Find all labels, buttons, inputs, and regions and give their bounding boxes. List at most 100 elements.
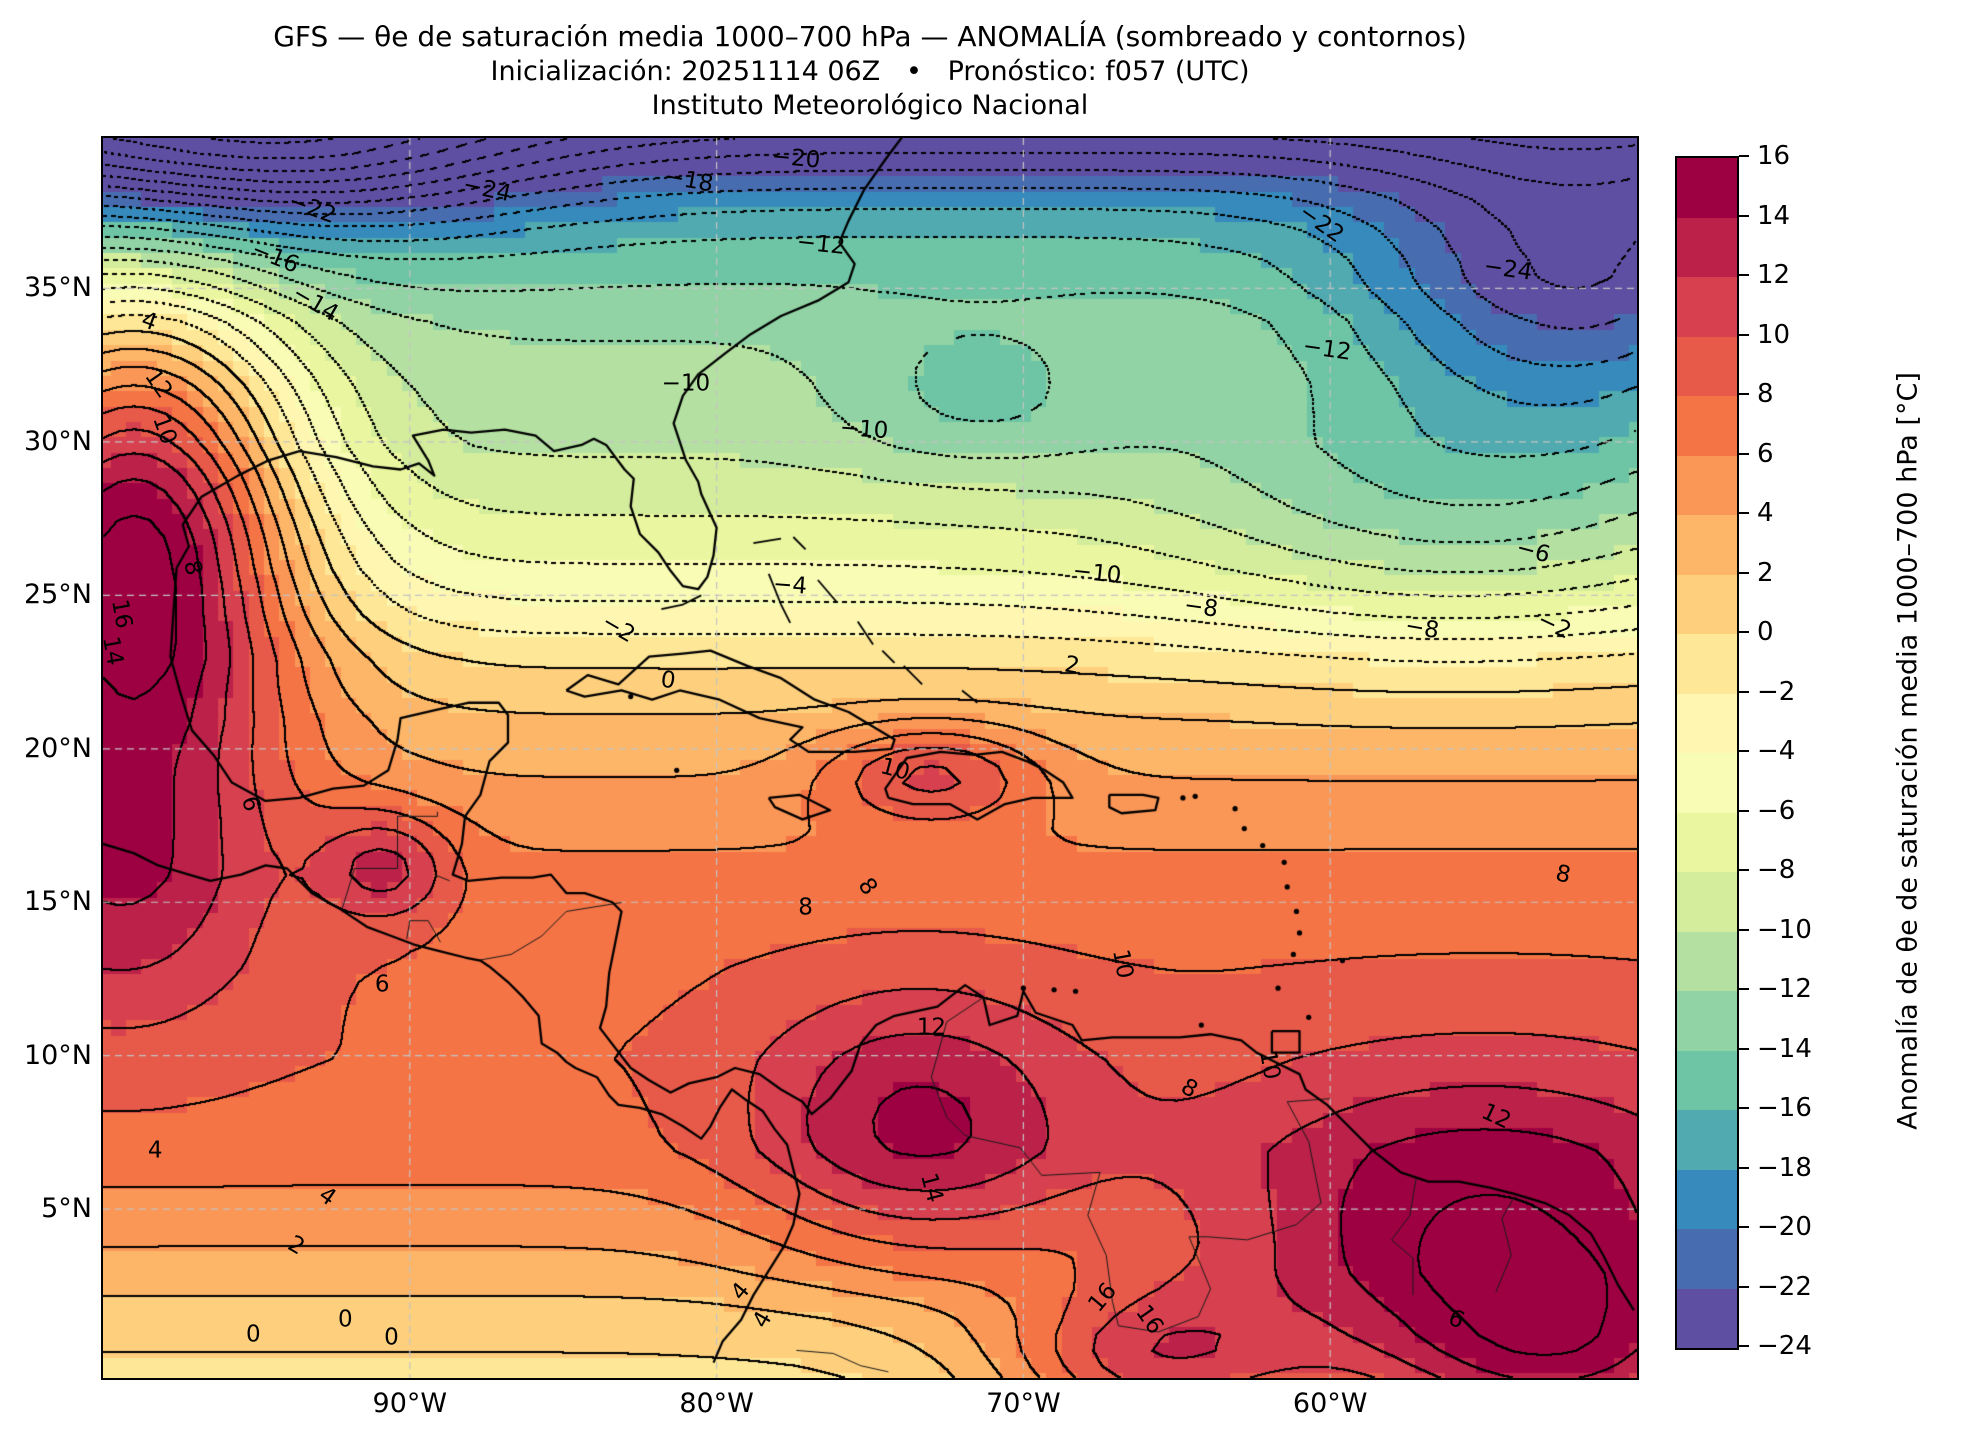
colorbar-tick-label: 8 bbox=[1757, 379, 1774, 409]
colorbar-tick-mark bbox=[1739, 988, 1749, 990]
contour-label: 4 bbox=[313, 1181, 341, 1212]
colorbar-band bbox=[1677, 931, 1737, 991]
colorbar-tick-label: −6 bbox=[1757, 795, 1796, 826]
title-line-1: GFS — θe de saturación media 1000–700 hP… bbox=[273, 20, 1467, 53]
colorbar-tick-label: 16 bbox=[1757, 141, 1791, 171]
contour-label: −20 bbox=[771, 143, 822, 175]
contour-label: 14 bbox=[97, 633, 129, 668]
colorbar-band bbox=[1677, 217, 1737, 277]
colorbar-band bbox=[1677, 455, 1737, 515]
colorbar-tick-mark bbox=[1739, 869, 1749, 871]
colorbar-tick-mark bbox=[1739, 512, 1749, 514]
contour-label: −22 bbox=[1293, 198, 1349, 249]
colorbar-tick-mark bbox=[1739, 274, 1749, 276]
contour-label: −2 bbox=[1533, 606, 1576, 645]
colorbar-tick-mark bbox=[1739, 690, 1749, 693]
contour-label: −24 bbox=[1482, 253, 1535, 286]
contour-label: 0 bbox=[384, 1324, 399, 1351]
colorbar-tick-label: −4 bbox=[1757, 736, 1796, 766]
colorbar-tick-label: 10 bbox=[1757, 319, 1791, 350]
colorbar-tick-mark bbox=[1739, 1107, 1749, 1109]
contour-label: 0 bbox=[658, 666, 677, 695]
contour-label: −2 bbox=[597, 608, 640, 649]
contour-label: 4 bbox=[147, 1137, 163, 1164]
lon-tick-label: 70°W bbox=[986, 1388, 1061, 1419]
contour-label: −10 bbox=[838, 414, 890, 444]
contour-label: −8 bbox=[1182, 591, 1221, 623]
contour-label: −10 bbox=[661, 370, 711, 397]
contour-label: 14 bbox=[915, 1170, 949, 1206]
colorbar-tick-mark bbox=[1739, 1047, 1749, 1050]
colorbar-tick-label: −8 bbox=[1757, 855, 1796, 885]
lat-tick-label: 10°N bbox=[23, 1039, 92, 1071]
colorbar-band bbox=[1677, 1050, 1737, 1110]
contour-label: −10 bbox=[1071, 557, 1123, 589]
colorbar-tick-label: 14 bbox=[1757, 200, 1791, 231]
colorbar-band bbox=[1677, 336, 1737, 396]
contour-label: −12 bbox=[1301, 333, 1354, 366]
title-line-3: Instituto Meteorológico Nacional bbox=[651, 90, 1089, 121]
lon-tick-label: 60°W bbox=[1292, 1388, 1368, 1419]
lon-tick-label: 80°W bbox=[679, 1388, 754, 1419]
contour-label: 12 bbox=[139, 363, 178, 403]
colorbar-band bbox=[1677, 634, 1737, 694]
colorbar-band bbox=[1677, 1169, 1737, 1229]
contour-label: −16 bbox=[247, 236, 303, 279]
contour-label: −18 bbox=[662, 163, 716, 198]
colorbar-tick-label: −16 bbox=[1757, 1093, 1812, 1123]
colorbar-tick-mark bbox=[1739, 1345, 1749, 1347]
colorbar-band bbox=[1677, 872, 1737, 932]
colorbar-band bbox=[1677, 693, 1737, 753]
contour-label: 8 bbox=[852, 873, 883, 901]
contour-label: 0 bbox=[338, 1306, 353, 1333]
contour-label: −22 bbox=[284, 187, 340, 229]
contour-label: 8 bbox=[178, 557, 207, 578]
colorbar-band bbox=[1677, 396, 1737, 456]
contour-label: −4 bbox=[772, 571, 809, 600]
contour-label: −14 bbox=[287, 279, 343, 327]
colorbar-tick-mark bbox=[1739, 1166, 1749, 1169]
title-line-2: Inicialización: 20251114 06Z • Pronóstic… bbox=[490, 56, 1250, 87]
colorbar-tick-mark bbox=[1739, 214, 1749, 217]
contour-label: 0 bbox=[246, 1321, 261, 1348]
colorbar-tick-label: −22 bbox=[1757, 1271, 1812, 1302]
contour-labels-layer: −24 −24 −22 −22 −20 −18 −16 −14 −12 −12 −10 −10 −10−… bbox=[97, 138, 1637, 1378]
colorbar-tick-mark bbox=[1739, 452, 1749, 455]
colorbar-tick-label: −18 bbox=[1757, 1152, 1812, 1183]
colorbar-tick-mark bbox=[1739, 1285, 1749, 1288]
colorbar-tick-label: 0 bbox=[1757, 617, 1774, 647]
contour-label: 10 bbox=[877, 753, 913, 787]
colorbar-tick-mark bbox=[1739, 809, 1749, 812]
colorbar bbox=[1675, 156, 1739, 1350]
colorbar-tick-mark bbox=[1739, 750, 1749, 752]
colorbar-band bbox=[1677, 1110, 1737, 1170]
contour-label: 10 bbox=[1253, 1048, 1285, 1082]
lat-tick-label: 20°N bbox=[23, 732, 92, 764]
colorbar-tick-label: −10 bbox=[1757, 914, 1812, 945]
contour-label: 8 bbox=[798, 894, 813, 921]
contour-label: 2 bbox=[1063, 651, 1083, 680]
colorbar-tick-label: −2 bbox=[1757, 676, 1796, 707]
map-canvas bbox=[103, 138, 1637, 1378]
colorbar-tick-label: −20 bbox=[1757, 1212, 1812, 1242]
colorbar-tick-mark bbox=[1739, 333, 1749, 336]
colorbar-label: Anomalía de θe de saturación media 1000–… bbox=[1892, 372, 1924, 1130]
lon-tick-label: 90°W bbox=[372, 1388, 448, 1419]
colorbar-tick-mark bbox=[1739, 631, 1749, 633]
contour-label: 6 bbox=[374, 971, 390, 998]
contour-label: 4 bbox=[726, 1277, 756, 1306]
colorbar-tick-label: −12 bbox=[1757, 974, 1812, 1004]
contour-label: 16 bbox=[106, 596, 138, 631]
colorbar-band bbox=[1677, 515, 1737, 575]
colorbar-band bbox=[1677, 753, 1737, 813]
contour-label: 4 bbox=[747, 1306, 778, 1333]
colorbar-band bbox=[1677, 1229, 1737, 1289]
lat-tick-label: 35°N bbox=[23, 272, 92, 304]
lat-tick-label: 5°N bbox=[41, 1193, 92, 1225]
colorbar-band bbox=[1677, 1288, 1737, 1348]
contour-label: 6 bbox=[236, 793, 266, 815]
lat-tick-label: 15°N bbox=[23, 886, 92, 918]
colorbar-band bbox=[1677, 277, 1737, 337]
contour-label: 6 bbox=[1444, 1304, 1469, 1335]
lat-tick-label: 30°N bbox=[23, 425, 92, 457]
